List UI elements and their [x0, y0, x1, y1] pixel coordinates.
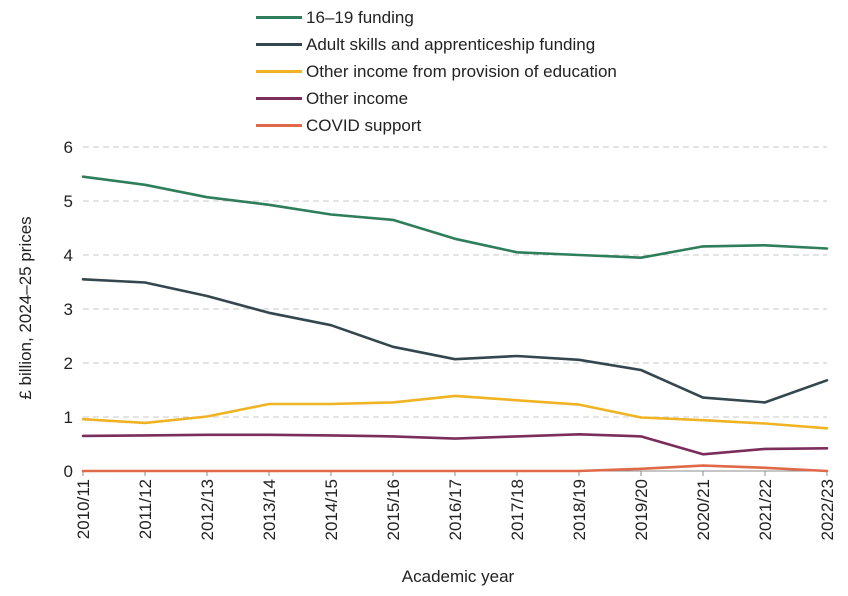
y-axis-label: £ billion, 2024–25 prices: [16, 216, 35, 399]
x-tick-label: 2011/12: [136, 479, 155, 539]
legend-swatch: [256, 124, 302, 127]
x-tick-label: 2021/22: [756, 479, 775, 540]
x-axis-ticks: 2010/11 2011/12 2012/13 2013/14 2014/15 2015/…: [74, 471, 837, 540]
legend-swatch: [256, 97, 302, 100]
y-tick-label: 0: [64, 462, 73, 481]
legend-item: COVID support: [256, 112, 617, 139]
series-line-other-income: [81, 432, 829, 456]
series-line-16-19-funding: [81, 175, 829, 260]
x-tick-label: 2020/21: [694, 479, 713, 540]
y-tick-label: 4: [64, 246, 73, 265]
legend-label: 16–19 funding: [306, 7, 414, 27]
legend-label: Other income: [306, 88, 409, 108]
x-tick-label: 2010/11: [74, 479, 93, 539]
y-tick-label: 5: [64, 192, 73, 211]
legend-swatch: [256, 43, 302, 46]
series-line-covid-support: [81, 464, 829, 473]
x-tick-label: 2014/15: [322, 479, 341, 540]
legend-swatch: [256, 70, 302, 73]
x-axis-label: Academic year: [402, 567, 515, 586]
series-line-other-income-from-provision-of-education: [81, 394, 829, 430]
x-tick-label: 2015/16: [384, 479, 403, 540]
legend-item: Other income: [256, 85, 617, 112]
x-tick-label: 2017/18: [508, 479, 527, 540]
series-lines: [81, 175, 829, 473]
y-tick-label: 2: [64, 354, 73, 373]
series-line-adult-skills-and-apprenticeship-funding: [81, 277, 829, 404]
legend-item: Other income from provision of education: [256, 58, 617, 85]
x-tick-label: 2013/14: [260, 479, 279, 540]
legend: 16–19 funding Adult skills and apprentice…: [256, 4, 617, 139]
legend-label: COVID support: [306, 115, 422, 135]
y-tick-label: 1: [64, 408, 73, 427]
y-tick-label: 6: [64, 138, 73, 157]
gridlines: [83, 146, 827, 418]
x-tick-label: 2012/13: [198, 479, 217, 540]
y-axis-ticks: 0 1 2 3 4 5 6: [64, 138, 73, 481]
x-tick-label: 2019/20: [632, 479, 651, 540]
legend-swatch: [256, 16, 302, 19]
legend-label: Other income from provision of education: [306, 61, 617, 81]
legend-item: 16–19 funding: [256, 4, 617, 31]
y-tick-label: 3: [64, 300, 73, 319]
x-tick-label: 2022/23: [818, 479, 837, 540]
legend-label: Adult skills and apprenticeship funding: [306, 34, 596, 54]
x-tick-label: 2016/17: [446, 479, 465, 540]
x-tick-label: 2018/19: [570, 479, 589, 540]
legend-item: Adult skills and apprenticeship funding: [256, 31, 617, 58]
